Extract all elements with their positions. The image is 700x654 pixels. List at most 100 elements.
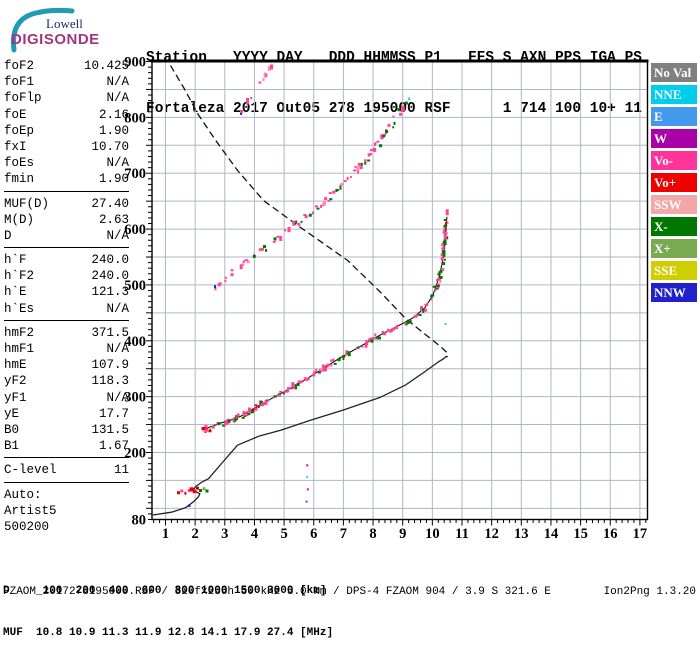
param-value: 11 <box>113 463 129 478</box>
param-label: foF2 <box>4 59 35 73</box>
param-value: N/A <box>106 228 129 243</box>
transmission-curve <box>169 65 450 355</box>
param-value: 371.5 <box>91 325 129 340</box>
x-tick-label: 7 <box>340 526 347 542</box>
param-row: foEs N/A <box>4 155 129 171</box>
param-label: 500200 <box>4 519 50 534</box>
x-tick-label: 6 <box>310 526 317 542</box>
y-tick-label: 80 <box>132 513 147 529</box>
param-row: Artist5 <box>4 503 129 519</box>
param-label: foFlp <box>4 91 42 106</box>
legend-item-vo-: Vo- <box>651 151 697 170</box>
param-row: foEp 1.90 <box>4 123 129 139</box>
status-file-info: FZAOM_2017278195000.RSF / 320fx256h 50 k… <box>3 586 551 598</box>
param-row: yF2 118.3 <box>4 373 129 389</box>
param-value: N/A <box>106 390 129 405</box>
param-value: 2.16 <box>98 107 129 122</box>
param-row: hmF1 N/A <box>4 341 129 357</box>
y-tick-label: 300 <box>124 390 146 406</box>
param-row: fxI 10.70 <box>4 139 129 155</box>
param-row: B0 131.5 <box>4 422 129 438</box>
param-label: h`Es <box>4 301 35 316</box>
param-label: B1 <box>4 439 20 454</box>
param-value: 240.0 <box>91 253 129 268</box>
param-label: foE <box>4 107 27 122</box>
param-label: hmF2 <box>4 325 35 340</box>
d-row: D 100 200 400 600 800 1000 1500 3000 [km… <box>3 585 327 597</box>
param-value: 118.3 <box>91 374 129 389</box>
legend-item-x-: X+ <box>651 239 697 258</box>
param-row: M(D) 2.63 <box>4 212 129 228</box>
legend-item-no-val: No Val <box>651 63 697 82</box>
param-label: Auto: <box>4 487 42 502</box>
param-value: 131.5 <box>91 422 129 437</box>
muf-row: MUF 10.8 10.9 11.3 11.9 12.8 14.1 17.9 2… <box>3 627 334 639</box>
x-tick-label: 1 <box>162 526 169 542</box>
doppler-direction-legend: No Val NNE E W Vo- Vo+ SSW X- X+ SSE NNW <box>651 63 697 305</box>
param-row: yF1 N/A <box>4 390 129 406</box>
x-tick-label: 17 <box>633 526 648 542</box>
x-tick-label: 9 <box>399 526 406 542</box>
y-tick-label: 200 <box>124 445 146 461</box>
param-value: 2.63 <box>98 212 129 227</box>
param-value: 17.7 <box>98 406 129 421</box>
x-tick-label: 2 <box>192 526 199 542</box>
x-tick-label: 16 <box>603 526 618 542</box>
y-tick-label: 600 <box>124 222 146 238</box>
param-row: C-level 11 <box>4 462 129 478</box>
param-value: 1.90 <box>98 172 129 187</box>
param-label: yF2 <box>4 374 27 389</box>
x-tick-label: 15 <box>573 526 588 542</box>
y-tick-label: 800 <box>124 110 146 126</box>
param-label: MUF(D) <box>4 196 50 211</box>
param-label: yF1 <box>4 390 27 405</box>
x-tick-label: 3 <box>221 526 228 542</box>
digisonde-logo: Lowell DIGISONDE <box>4 4 134 54</box>
param-row: 500200 <box>4 519 129 535</box>
param-value: 1.90 <box>98 123 129 138</box>
param-row: D N/A <box>4 228 129 244</box>
param-value: N/A <box>106 342 129 356</box>
divider <box>4 481 129 483</box>
electron-density-profile <box>152 355 449 516</box>
param-row: MUF(D) 27.40 <box>4 196 129 212</box>
param-row: foFlp N/A <box>4 90 129 106</box>
param-label: foEp <box>4 123 35 138</box>
param-value: 240.0 <box>91 269 129 284</box>
x-tick-label: 5 <box>280 526 287 542</box>
legend-item-w: W <box>651 129 697 148</box>
x-tick-label: 4 <box>251 526 258 542</box>
logo-digisonde-text: DIGISONDE <box>11 31 100 48</box>
divider <box>4 190 129 192</box>
status-version: Ion2Png 1.3.20 <box>603 586 696 598</box>
x-tick-label: 13 <box>514 526 529 542</box>
logo-arc-icon <box>10 7 75 53</box>
param-row: Auto: <box>4 487 129 503</box>
param-row: h`Es N/A <box>4 301 129 317</box>
divider <box>4 457 129 459</box>
param-row: foF1 N/A <box>4 74 129 90</box>
x-tick-label: 8 <box>369 526 376 542</box>
param-label: Artist5 <box>4 503 57 518</box>
param-row: yE 17.7 <box>4 406 129 422</box>
param-label: D <box>4 228 12 243</box>
y-tick-label: 500 <box>124 278 146 294</box>
param-value: N/A <box>106 156 129 171</box>
legend-item-nne: NNE <box>651 85 697 104</box>
param-value: N/A <box>106 301 129 316</box>
param-value: 1.67 <box>98 439 129 454</box>
y-tick-label: 900 <box>124 55 146 71</box>
legend-item-nnw: NNW <box>651 283 697 302</box>
param-label: C-level <box>4 463 57 478</box>
param-value: 121.3 <box>91 285 129 300</box>
param-row: foE 2.16 <box>4 107 129 123</box>
param-row: fmin 1.90 <box>4 171 129 187</box>
x-tick-label: 14 <box>544 526 559 542</box>
param-label: h`F2 <box>4 269 35 284</box>
param-row: hmE 107.9 <box>4 357 129 373</box>
legend-item-e: E <box>651 107 697 126</box>
legend-item-x-: X- <box>651 217 697 236</box>
fitted-trace-line <box>202 216 448 431</box>
param-label: M(D) <box>4 212 35 227</box>
